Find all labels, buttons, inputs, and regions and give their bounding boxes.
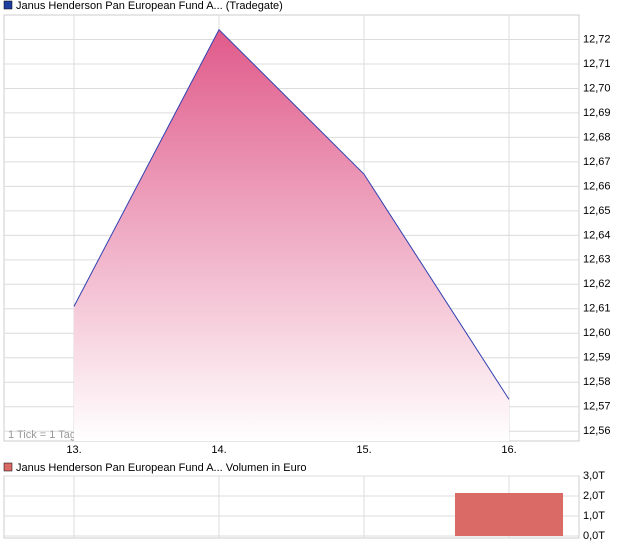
x-tick-label: 14. [211,444,226,456]
bar [454,493,564,536]
legend-swatch [3,0,13,10]
y-tick-label: 12,72 [583,33,611,45]
y-tick-label: 12,61 [583,303,611,315]
y-tick-label: 1,0T [583,510,605,522]
y-tick-label: 12,57 [583,401,611,413]
y-tick-label: 3,0T [583,470,605,482]
area [74,29,509,441]
x-tick-label: 16. [501,444,516,456]
y-tick-label: 12,63 [583,254,611,266]
y-tick-label: 12,68 [583,131,611,143]
y-tick-label: 12,64 [583,229,611,241]
y-tick-label: 12,60 [583,327,611,339]
y-tick-label: 12,69 [583,107,611,119]
x-tick-label: 13. [66,444,81,456]
y-tick-label: 12,58 [583,376,611,388]
y-tick-label: 2,0T [583,490,605,502]
y-tick-label: 12,59 [583,352,611,364]
line [73,28,510,400]
legend-text: Janus Henderson Pan European Fund A... V… [16,462,306,474]
y-tick-label: 12,66 [583,180,611,192]
y-tick-label: 0,0T [583,530,605,542]
y-tick-label: 12,71 [583,58,611,70]
y-tick-label: 12,56 [583,425,611,437]
y-tick-label: 12,65 [583,205,611,217]
annotation: 1 Tick = 1 Tag [8,429,76,441]
y-tick-label: 12,67 [583,156,611,168]
legend-swatch [3,462,13,472]
y-tick-label: 12,62 [583,278,611,290]
legend-text: Janus Henderson Pan European Fund A... (… [16,0,283,12]
x-tick-label: 15. [356,444,371,456]
y-tick-label: 12,70 [583,82,611,94]
